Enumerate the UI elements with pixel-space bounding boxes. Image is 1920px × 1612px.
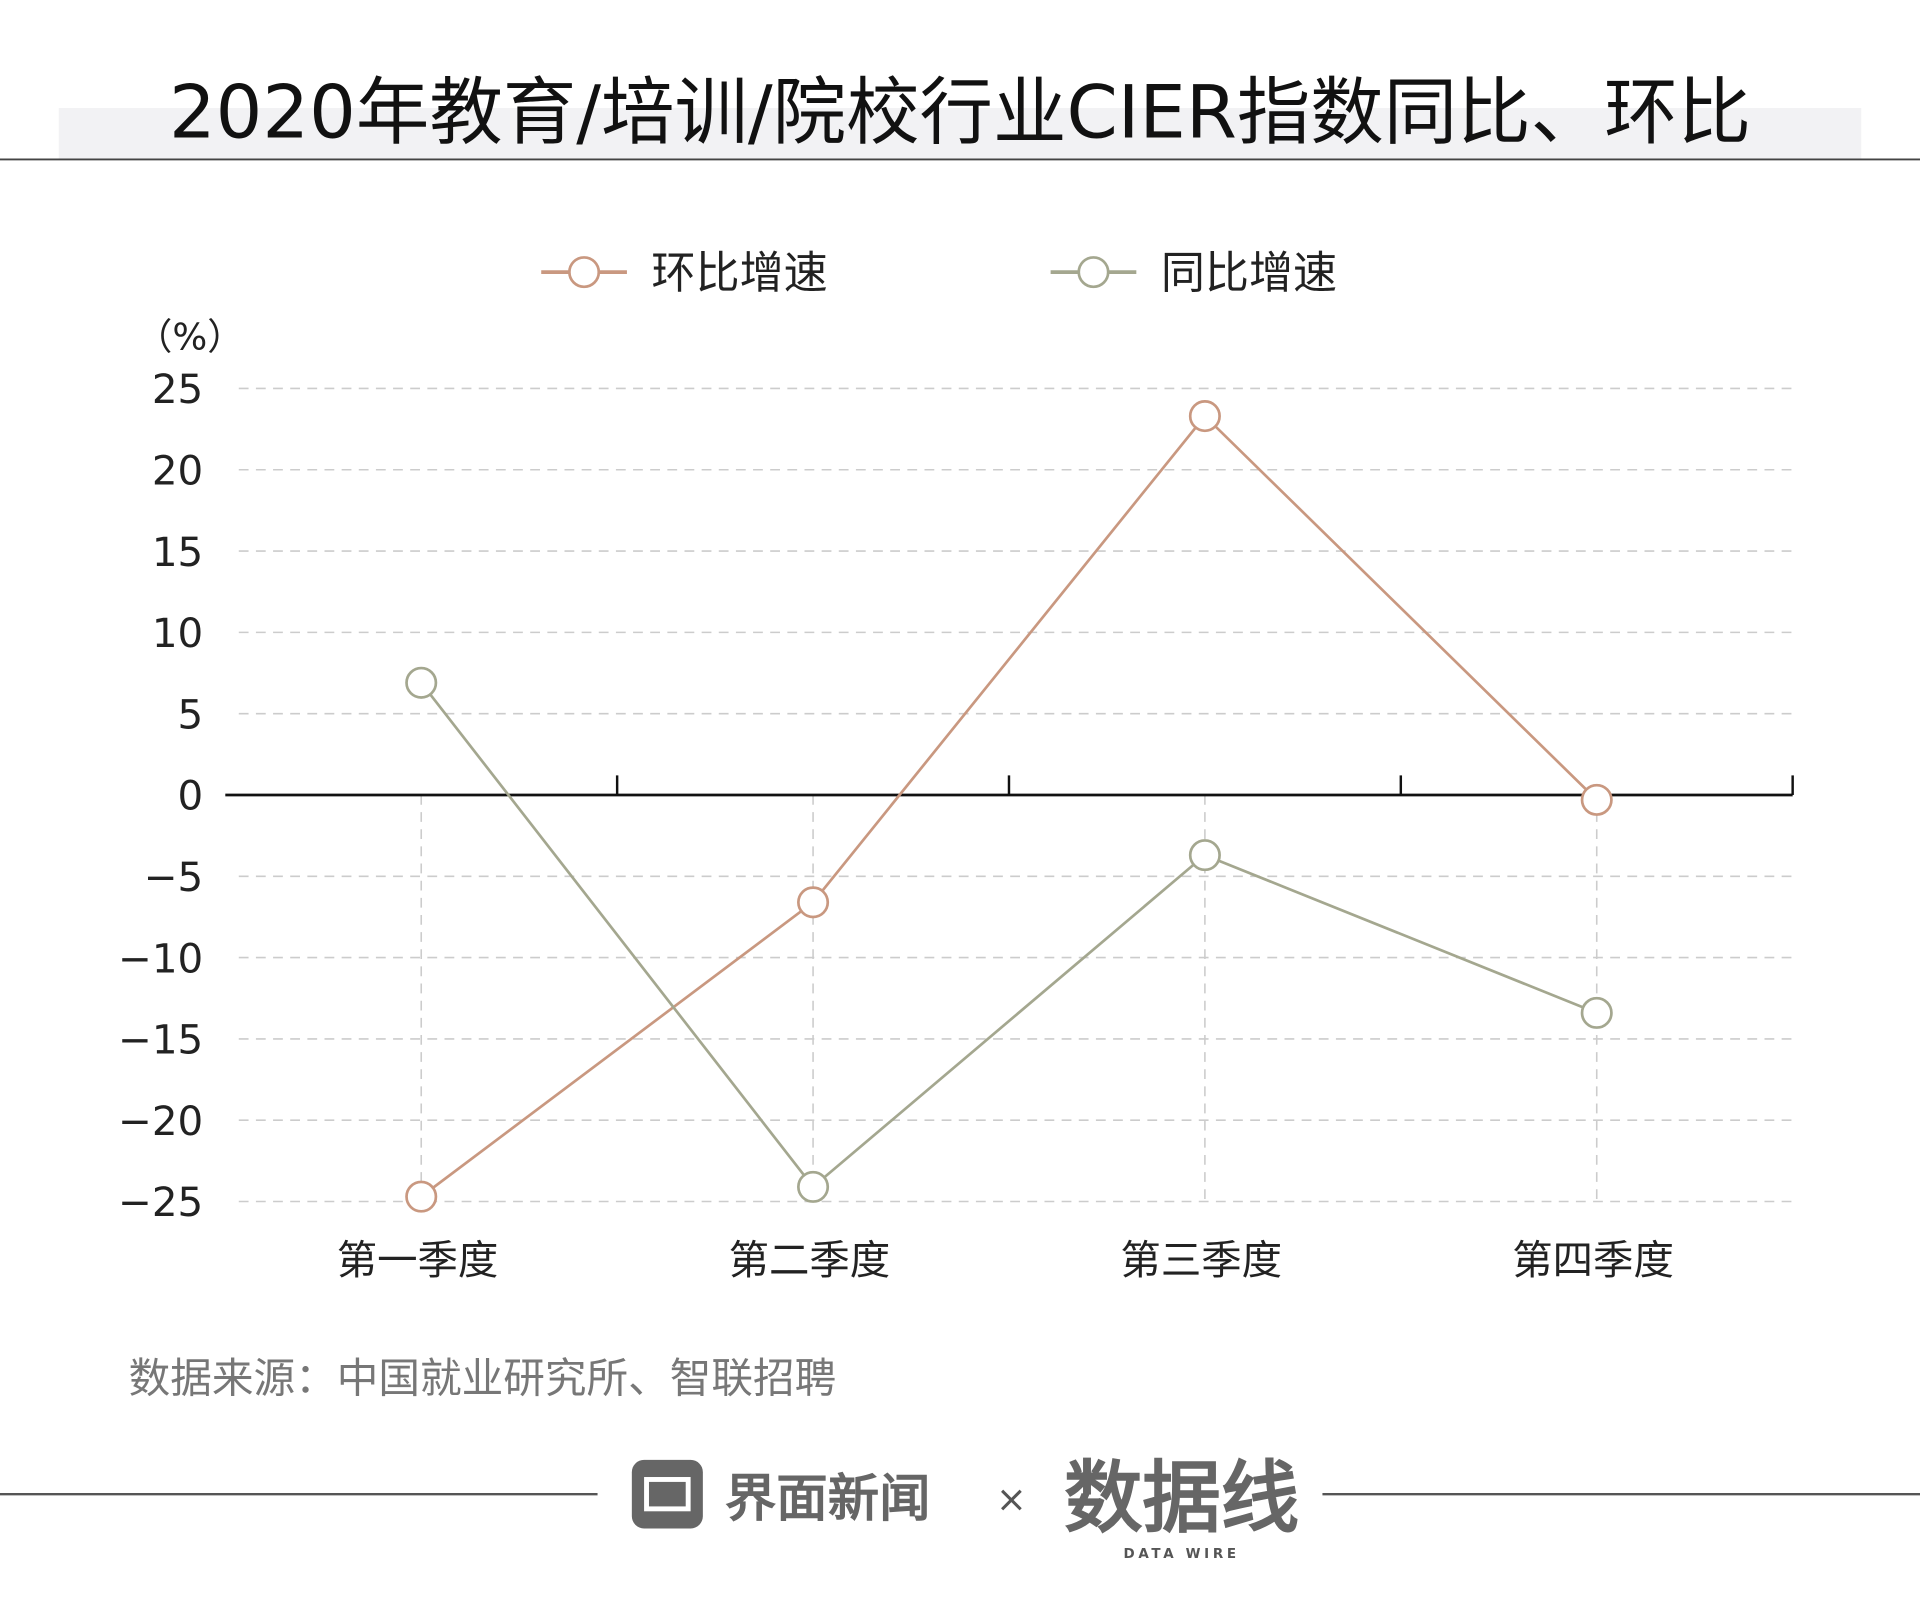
legend-item-1: 同比增速: [1050, 248, 1337, 299]
y-axis-label: （%）: [136, 315, 244, 358]
datawire-logo: 数据线: [1064, 1453, 1299, 1544]
data-point: [1580, 996, 1613, 1029]
footer-times: ×: [996, 1477, 1027, 1520]
data-point: [797, 886, 830, 919]
y-tick-label: 0: [178, 772, 204, 820]
y-tick-label: 5: [178, 690, 204, 738]
data-point: [1188, 839, 1221, 872]
chart-title: 2020年教育/培训/院校行业CIER指数同比、环比: [169, 70, 1751, 155]
axes: 25 20 15 10 5 0 −5 −10 −15 −20 −25 第一季度 第二季度 第三季度 第四季度: [118, 365, 1794, 1284]
source-note: 数据来源：中国就业研究所、智联招聘: [129, 1354, 837, 1403]
y-tick-label: −20: [118, 1097, 203, 1145]
legend-label: 同比增速: [1161, 248, 1337, 299]
data-point: [797, 1170, 830, 1203]
x-tick-label: 第一季度: [337, 1236, 499, 1284]
data-point: [405, 666, 438, 699]
legend-marker-icon: [568, 256, 601, 289]
series-0: [405, 400, 1613, 1213]
legend-marker-icon: [1077, 256, 1110, 289]
y-tick-label: −25: [118, 1178, 203, 1226]
footer-brand: 界面新闻: [725, 1469, 931, 1529]
jiemian-logo-icon: [631, 1459, 703, 1529]
series-1: [405, 666, 1613, 1203]
y-tick-label: −10: [118, 934, 203, 982]
datawire-logo-sub: DATA WIRE: [1124, 1547, 1240, 1562]
y-tick-label: 10: [152, 609, 203, 657]
footer: 界面新闻 × 数据线 DATA WIRE: [0, 1453, 1920, 1562]
gridlines: [238, 387, 1793, 1203]
series-line: [420, 414, 1598, 1198]
y-tick-label: −5: [144, 853, 204, 901]
title-highlight: [58, 108, 1862, 160]
legend-item-0: 环比增速: [541, 248, 828, 299]
series: [405, 400, 1613, 1213]
legend: 环比增速 同比增速: [541, 248, 1337, 299]
series-line: [420, 681, 1598, 1189]
y-tick-label: 25: [152, 365, 203, 413]
y-tick-label: 15: [152, 528, 203, 576]
legend-label: 环比增速: [651, 248, 827, 299]
data-point: [1580, 783, 1613, 816]
y-tick-label: −15: [118, 1016, 203, 1064]
x-tick-label: 第三季度: [1120, 1236, 1282, 1284]
data-point: [1188, 400, 1221, 433]
x-tick-label: 第四季度: [1512, 1236, 1674, 1284]
y-tick-label: 20: [152, 446, 203, 494]
data-point: [405, 1180, 438, 1213]
x-tick-label: 第二季度: [729, 1236, 891, 1284]
